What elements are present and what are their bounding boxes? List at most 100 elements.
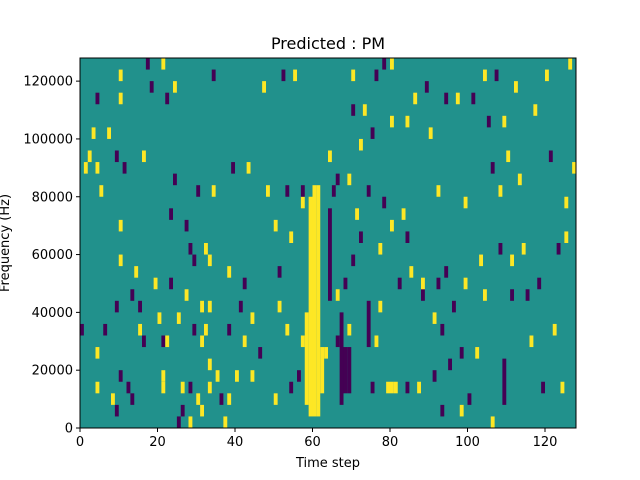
heatmap-cell-137	[432, 312, 437, 324]
heatmap-cell-67	[223, 416, 228, 428]
heatmap-cell-39	[169, 208, 174, 220]
heatmap-cell-167	[517, 173, 522, 186]
heatmap-segment-1	[308, 196, 313, 417]
heatmap-cell-176	[552, 323, 557, 336]
heatmap-cell-97	[328, 150, 332, 163]
heatmap-cell-121	[386, 381, 391, 394]
heatmap-cell-87	[285, 185, 290, 197]
heatmap-cell-95	[300, 185, 305, 197]
heatmap-cell-130	[409, 266, 414, 278]
heatmap-cell-85	[277, 300, 282, 313]
heatmap-cell-42	[173, 81, 177, 93]
heatmap-cell-37	[165, 335, 170, 348]
heatmap-segment-10	[390, 381, 394, 394]
heatmap-cell-181	[568, 58, 573, 70]
heatmap-cell-144	[452, 300, 456, 313]
heatmap-cell-138	[436, 185, 441, 197]
heatmap-cell-28	[142, 150, 146, 163]
heatmap-cell-169	[525, 289, 530, 301]
heatmap-cell-49	[188, 381, 193, 394]
heatmap-cell-44	[180, 381, 185, 394]
heatmap-cell-154	[483, 69, 487, 82]
heatmap-cell-123	[390, 115, 394, 128]
heatmap-cells	[80, 58, 577, 428]
heatmap-cell-7	[95, 92, 100, 105]
heatmap-cell-6	[95, 162, 100, 174]
x-axis-label: Time step	[295, 456, 360, 471]
y-tick-label-6: 120000	[23, 75, 73, 90]
heatmap-cell-100	[335, 335, 340, 348]
heatmap-cell-147	[459, 404, 464, 417]
heatmap-cell-152	[475, 347, 480, 359]
heatmap-cell-43	[176, 312, 181, 324]
heatmap-cell-92	[297, 370, 301, 382]
heatmap-cell-125	[397, 277, 402, 290]
heatmap-cell-54	[200, 404, 205, 417]
heatmap-cell-19	[118, 92, 123, 105]
heatmap-segment-15	[176, 416, 181, 428]
heatmap-cell-115	[374, 69, 379, 82]
heatmap-cell-94	[300, 335, 305, 348]
heatmap-cell-118	[378, 243, 383, 255]
heatmap-cell-60	[207, 300, 212, 313]
heatmap-segment-16	[188, 416, 193, 428]
heatmap-cell-155	[483, 289, 487, 301]
heatmap-cell-36	[161, 58, 166, 70]
heatmap-cell-165	[510, 289, 515, 301]
heatmap-cell-26	[138, 323, 143, 336]
heatmap-segment-2	[304, 312, 309, 405]
heatmap-cell-13	[114, 300, 119, 313]
heatmap-cell-23	[130, 393, 135, 405]
heatmap-cell-99	[335, 289, 340, 301]
x-tick-label-6: 120	[533, 435, 558, 450]
heatmap-cell-55	[200, 300, 205, 313]
heatmap-cell-156	[486, 115, 491, 128]
heatmap-cell-52	[196, 185, 201, 197]
plot-frame	[79, 57, 577, 429]
heatmap-cell-78	[250, 312, 255, 324]
x-tick-label-4: 80	[382, 435, 399, 450]
heatmap-cell-51	[192, 323, 197, 336]
heatmap-cell-22	[130, 289, 135, 301]
heatmap-cell-117	[378, 300, 383, 313]
x-tick-label-1: 20	[149, 435, 166, 450]
heatmap-cell-75	[242, 335, 247, 348]
heatmap-cell-16	[118, 254, 123, 267]
heatmap-cell-63	[211, 185, 216, 197]
heatmap-cell-46	[184, 219, 189, 232]
heatmap-cell-58	[204, 323, 208, 336]
heatmap-cell-24	[134, 266, 139, 278]
heatmap-cell-113	[370, 127, 375, 139]
heatmap-cell-126	[401, 208, 406, 220]
heatmap-cell-131	[413, 92, 418, 105]
heatmap-cell-91	[293, 69, 298, 82]
heatmap-cell-69	[227, 323, 232, 336]
y-axis-label: Frequency (Hz)	[0, 194, 13, 292]
heatmap-cell-112	[366, 185, 371, 197]
heatmap-cell-128	[405, 381, 410, 394]
heatmap-cell-136	[428, 127, 433, 139]
heatmap-cell-61	[207, 381, 212, 394]
heatmap-cell-74	[242, 277, 247, 290]
y-axis-ticks: 0 20000 40000 60000 80000 100000 120000	[23, 75, 80, 437]
heatmap-cell-4	[95, 347, 100, 359]
heatmap-cell-79	[258, 347, 263, 359]
heatmap-cell-73	[238, 300, 243, 313]
heatmap-cell-148	[463, 196, 468, 209]
heatmap-cell-107	[351, 69, 356, 82]
heatmap-cell-141	[444, 92, 449, 105]
heatmap-cell-10	[107, 127, 112, 139]
heatmap-cell-1	[83, 162, 88, 174]
heatmap-cell-150	[467, 393, 472, 405]
heatmap-cell-177	[556, 243, 561, 255]
y-tick-label-1: 20000	[32, 364, 73, 379]
heatmap-cell-120	[382, 58, 387, 70]
heatmap-segment-11	[393, 381, 398, 394]
heatmap-cell-179	[564, 196, 569, 209]
heatmap-cell-84	[277, 266, 282, 278]
heatmap-segment-12	[432, 370, 437, 382]
heatmap-cell-119	[382, 196, 387, 209]
heatmap-cell-9	[103, 323, 108, 336]
heatmap-cell-153	[479, 254, 484, 267]
heatmap-cell-132	[417, 381, 422, 394]
